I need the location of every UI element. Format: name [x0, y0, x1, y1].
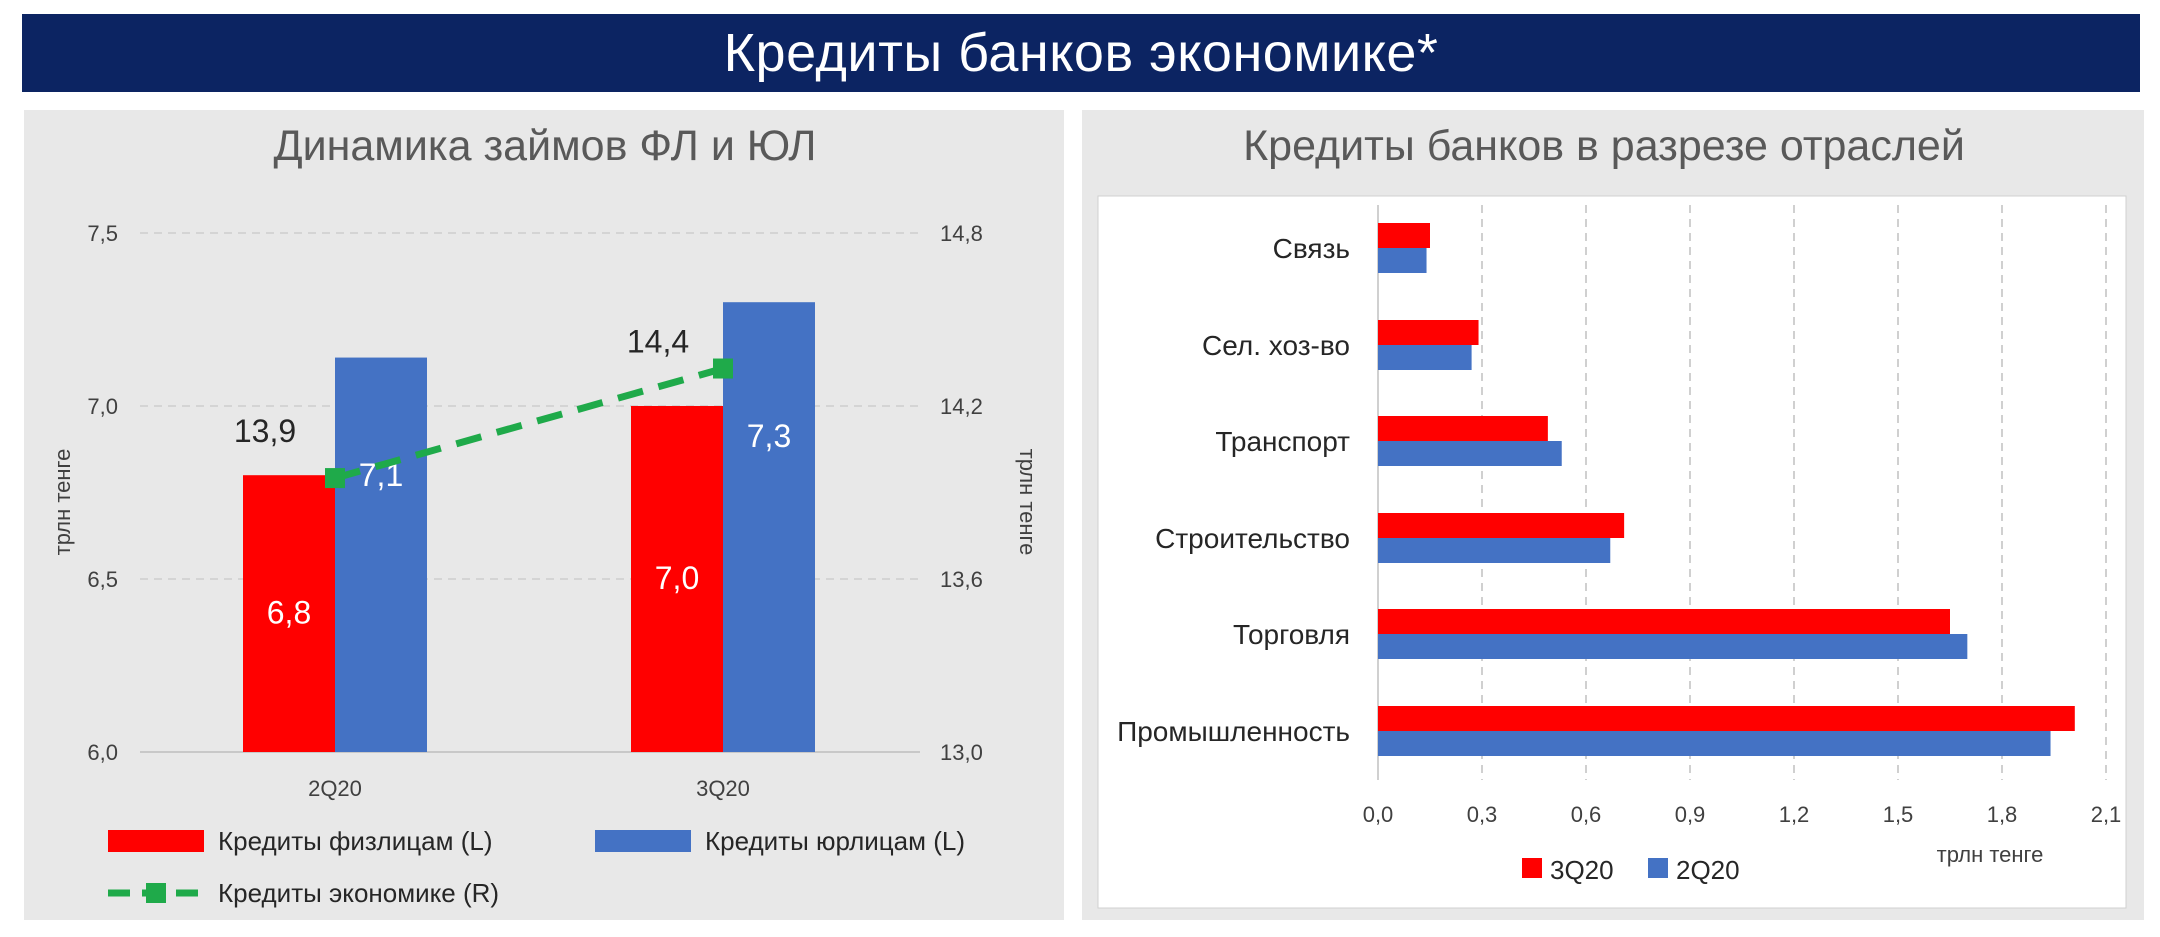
left-y-ticks: 6,0 6,5 7,0 7,5: [87, 221, 118, 765]
economy-line-path: [334, 365, 724, 482]
bar-label-legal-entities: 7,3: [747, 418, 791, 454]
legend-label-3q20: 3Q20: [1550, 855, 1614, 885]
bar-label-individuals: 7,0: [655, 560, 699, 596]
bar-2q20: [1378, 634, 1968, 659]
industry-label: Строительство: [1155, 523, 1350, 554]
bar-individuals: [631, 406, 723, 752]
bar-2q20: [1378, 538, 1611, 563]
left-bars: 6,87,17,07,3: [243, 302, 815, 752]
y-tick-label-right: 14,2: [940, 394, 983, 419]
right-plot-frame: [1097, 195, 2127, 909]
left-y-axis-label: трлн тенге: [50, 449, 75, 556]
legend-label-economy: Кредиты экономике (R): [218, 878, 499, 908]
left-chart: Динамика займов ФЛ и ЮЛ 6,0 6,5 7,0 7,5 13,…: [50, 122, 1040, 908]
y-tick-label-right: 13,6: [940, 567, 983, 592]
economy-line-label: 14,4: [627, 324, 689, 360]
x-tick-label: 2,1: [2091, 802, 2122, 827]
right-legend: 3Q20 2Q20: [1522, 855, 1740, 885]
bar-3q20: [1378, 706, 2075, 731]
left-legend: Кредиты физлицам (L) Кредиты юрлицам (L) К…: [108, 826, 965, 908]
economy-line-marker: [325, 468, 345, 489]
x-tick-label: 1,8: [1987, 802, 2018, 827]
y-tick-label-right: 14,8: [940, 221, 983, 246]
bar-2q20: [1378, 731, 2051, 756]
left-chart-panel: [24, 110, 1064, 920]
bar-legal-entities: [335, 357, 427, 752]
legend-label-legal-entities: Кредиты юрлицам (L): [705, 826, 965, 856]
legend-swatch-3q20: [1522, 858, 1542, 878]
right-y-axis-label: трлн тенге: [1015, 449, 1040, 556]
y-tick-label: 7,0: [87, 394, 118, 419]
right-gridlines: [1377, 205, 2107, 780]
industry-label: Сел. хоз-во: [1202, 330, 1350, 361]
legend-swatch-individuals: [108, 830, 204, 852]
economy-line: 13,9 14,4: [234, 324, 733, 489]
right-y-ticks: 13,0 13,6 14,2 14,8: [940, 221, 983, 765]
bar-2q20: [1378, 441, 1562, 466]
bar-3q20: [1378, 513, 1625, 538]
bar-legal-entities: [723, 302, 815, 752]
right-chart-title: Кредиты банков в разрезе отраслей: [1243, 122, 1965, 170]
economy-line-marker: [713, 358, 733, 379]
industry-label: Промышленность: [1117, 716, 1350, 747]
bar-2q20: [1378, 345, 1472, 370]
bar-label-individuals: 6,8: [267, 595, 311, 631]
x-tick-label: 0,9: [1675, 802, 1706, 827]
x-tick-label: 1,5: [1883, 802, 1914, 827]
bar-individuals: [243, 475, 335, 752]
legend-marker-economy: [146, 883, 166, 903]
y-tick-label-right: 13,0: [940, 740, 983, 765]
right-x-axis-label: трлн тенге: [1937, 842, 2044, 867]
bar-3q20: [1378, 609, 1950, 634]
right-chart: Кредиты банков в разрезе отраслей СвязьС…: [1117, 122, 2121, 885]
economy-line-label: 13,9: [234, 413, 296, 449]
left-chart-title: Динамика займов ФЛ и ЮЛ: [273, 122, 816, 170]
bar-3q20: [1378, 416, 1548, 441]
left-category-labels: 2Q20 3Q20: [308, 776, 750, 801]
x-tick-label: 0,0: [1363, 802, 1394, 827]
y-tick-label: 6,5: [87, 567, 118, 592]
x-tick-label: 0,3: [1467, 802, 1498, 827]
industry-label: Связь: [1273, 233, 1350, 264]
bar-2q20: [1378, 248, 1427, 273]
right-x-ticks: 0,0 0,3 0,6 0,9 1,2 1,5 1,8 2,1: [1363, 802, 2122, 827]
legend-label-2q20: 2Q20: [1676, 855, 1740, 885]
x-tick-label: 0,6: [1571, 802, 1602, 827]
y-tick-label: 7,5: [87, 221, 118, 246]
page-title: Кредиты банков экономике*: [723, 23, 1439, 83]
x-category-label: 2Q20: [308, 776, 362, 801]
industry-label: Торговля: [1233, 619, 1350, 650]
right-category-labels: Связь Сел. хоз-во Транспорт Строительство То…: [1117, 233, 1350, 747]
x-category-label: 3Q20: [696, 776, 750, 801]
legend-swatch-legal-entities: [595, 830, 691, 852]
x-tick-label: 1,2: [1779, 802, 1810, 827]
right-bars: [1378, 223, 2075, 756]
bar-3q20: [1378, 223, 1430, 248]
industry-label: Транспорт: [1215, 426, 1350, 457]
bar-3q20: [1378, 320, 1479, 345]
y-tick-label: 6,0: [87, 740, 118, 765]
legend-swatch-2q20: [1648, 858, 1668, 878]
legend-label-individuals: Кредиты физлицам (L): [218, 826, 492, 856]
header-bar: Кредиты банков экономике*: [22, 14, 2140, 92]
